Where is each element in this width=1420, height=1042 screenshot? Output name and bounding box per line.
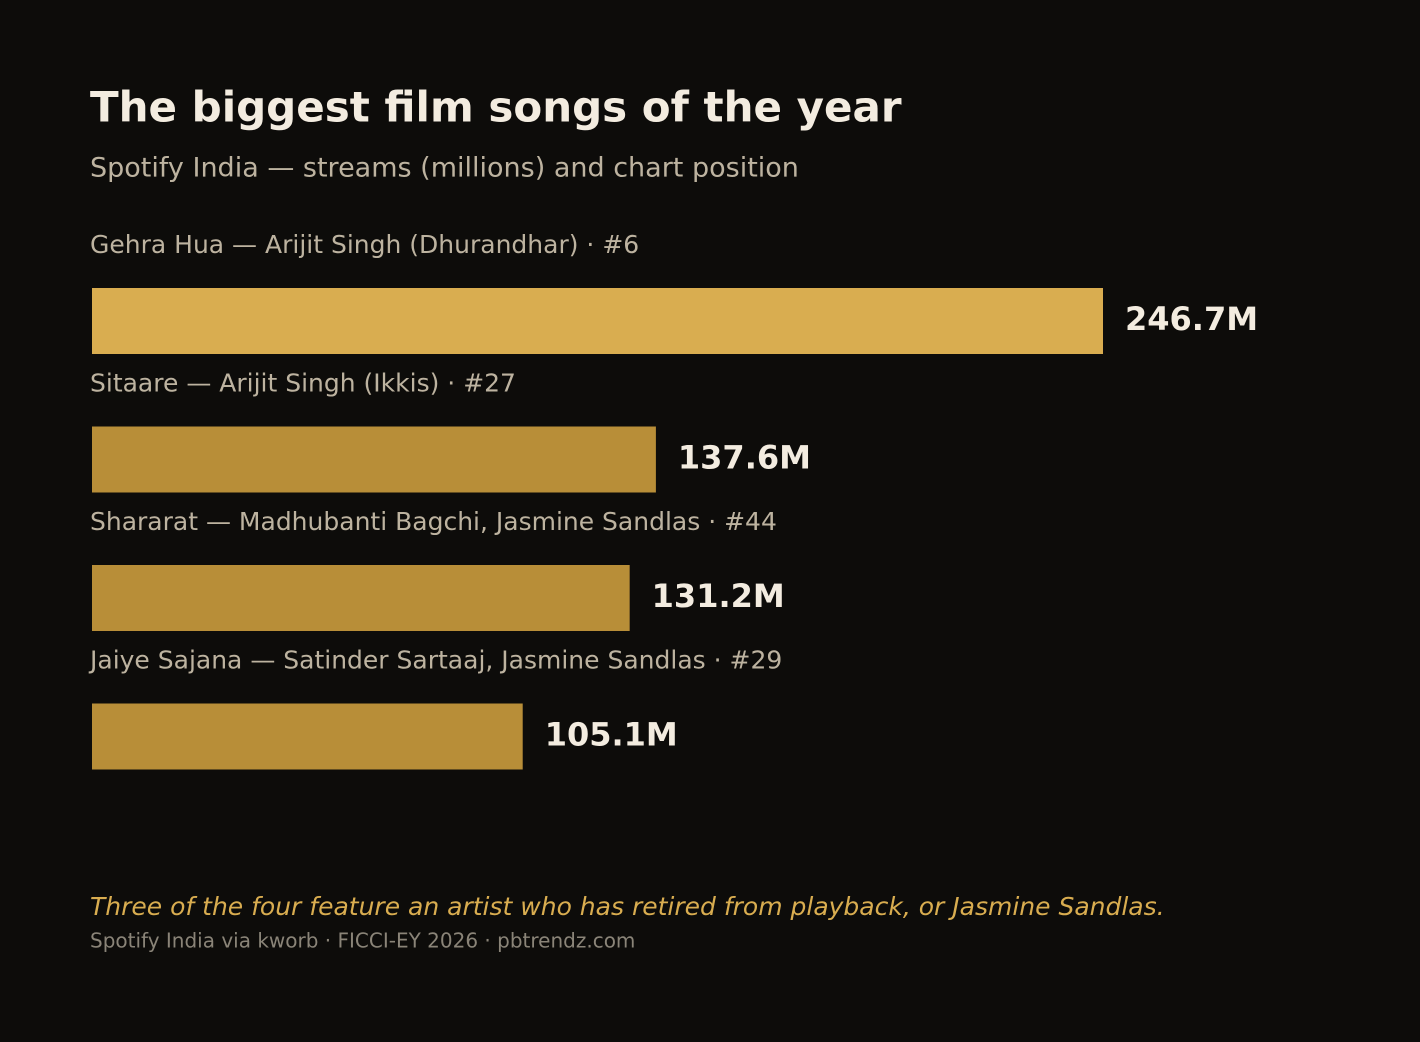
category-label: Jaiye Sajana — Satinder Sartaaj, Jasmine… [88,646,782,675]
bar [92,288,1103,354]
value-label: 131.2M [652,577,785,615]
bar [92,426,656,493]
bar [92,565,630,631]
category-label: Sitaare — Arijit Singh (Ikkis) · #27 [90,369,516,398]
chart-subtitle: Spotify India — streams (millions) and c… [90,153,799,184]
bar [92,703,523,770]
value-label: 105.1M [545,716,678,754]
annotation: Three of the four feature an artist who … [90,892,1165,921]
value-label: 137.6M [678,439,811,477]
category-label: Gehra Hua — Arijit Singh (Dhurandhar) · … [90,230,639,259]
chart-title: The biggest film songs of the year [90,83,902,132]
source: Spotify India via kworb · FICCI-EY 2026 … [90,929,635,953]
category-label: Shararat — Madhubanti Bagchi, Jasmine Sa… [90,507,777,536]
value-label: 246.7M [1125,300,1258,338]
